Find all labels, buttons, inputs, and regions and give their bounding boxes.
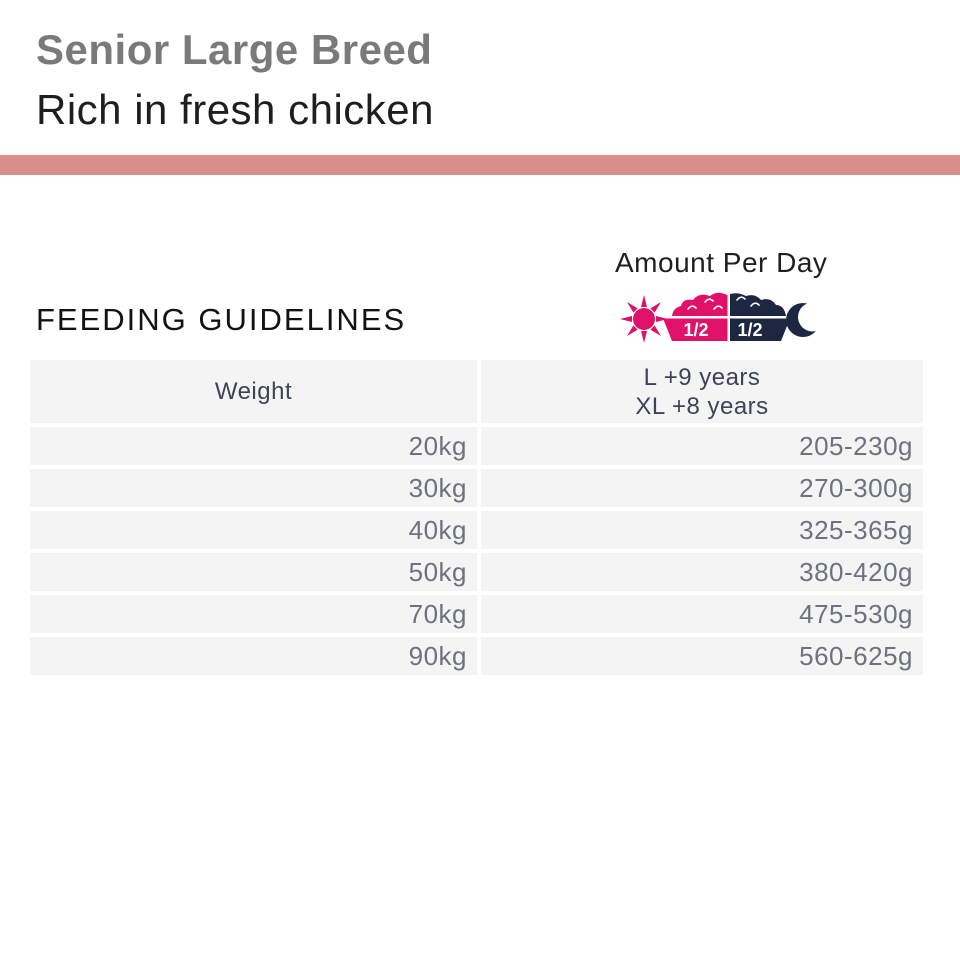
weight-cell: 30kg (30, 469, 477, 507)
amount-cell: 560-625g (481, 637, 923, 675)
moon-icon (786, 302, 820, 337)
bowl-morning-half (663, 318, 728, 341)
amount-cell: 475-530g (481, 595, 923, 633)
amount-per-day-label: Amount Per Day (615, 247, 828, 278)
table-row: 50kg 380-420g (30, 553, 923, 591)
table-row: 30kg 270-300g (30, 469, 923, 507)
feeding-table: Weight L +9 years XL +8 years 20kg 205-2… (30, 360, 923, 679)
amount-column-header: L +9 years XL +8 years (481, 360, 923, 423)
table-header-row: Weight L +9 years XL +8 years (30, 360, 923, 423)
amount-header-line2: XL +8 years (635, 392, 769, 420)
amount-cell: 205-230g (481, 427, 923, 465)
amount-cell: 380-420g (481, 553, 923, 591)
section-heading: FEEDING GUIDELINES (36, 302, 407, 337)
product-subtitle: Rich in fresh chicken (36, 86, 434, 133)
evening-portion-label: 1/2 (737, 320, 762, 340)
weight-cell: 50kg (30, 553, 477, 591)
amount-header-line1: L +9 years (643, 363, 761, 391)
portion-icons: 1/2 1/2 (620, 292, 820, 343)
weight-cell: 40kg (30, 511, 477, 549)
sun-icon (620, 295, 668, 343)
table-row: 20kg 205-230g (30, 427, 923, 465)
table-row: 40kg 325-365g (30, 511, 923, 549)
food-bowl-icon: 1/2 1/2 (663, 292, 790, 341)
kibble-texture (687, 296, 760, 310)
product-title: Senior Large Breed (36, 26, 433, 73)
morning-portion-label: 1/2 (683, 320, 708, 340)
weight-column-header: Weight (30, 360, 477, 423)
amount-cell: 270-300g (481, 469, 923, 507)
amount-cell: 325-365g (481, 511, 923, 549)
accent-bar (0, 155, 960, 175)
table-row: 90kg 560-625g (30, 637, 923, 675)
weight-header-label: Weight (214, 378, 293, 405)
weight-cell: 20kg (30, 427, 477, 465)
weight-cell: 90kg (30, 637, 477, 675)
table-row: 70kg 475-530g (30, 595, 923, 633)
bowl-evening-half (730, 318, 790, 341)
weight-cell: 70kg (30, 595, 477, 633)
